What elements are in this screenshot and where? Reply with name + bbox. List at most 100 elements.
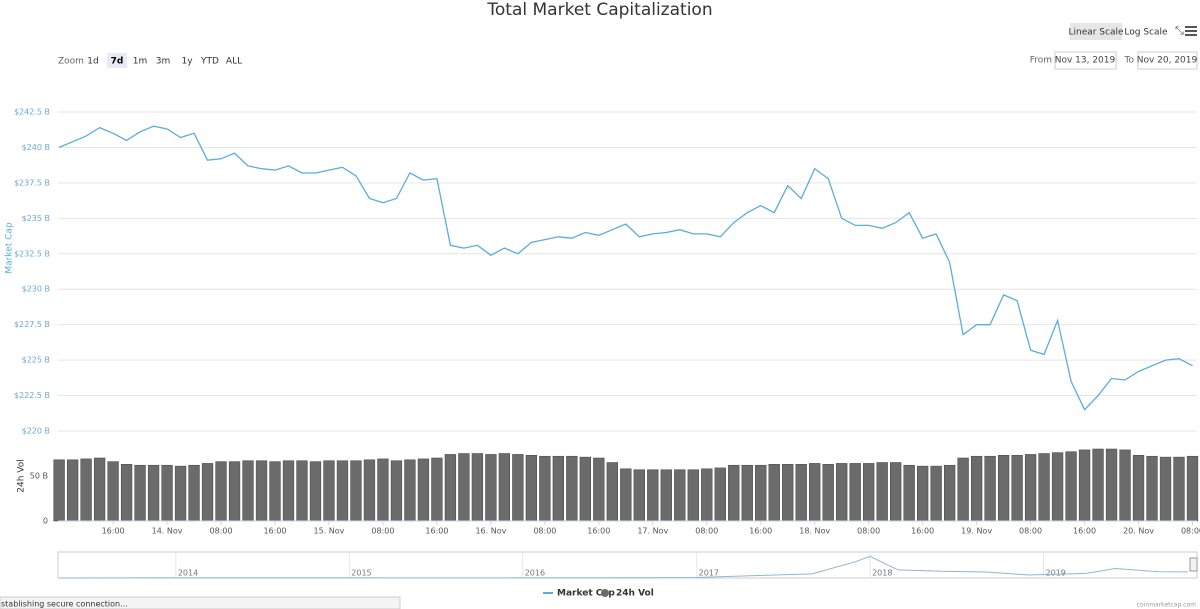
volume-bar <box>1011 455 1023 522</box>
volume-bar <box>782 464 794 522</box>
volume-bar <box>741 464 753 522</box>
x-tick-label: 16:00 <box>911 527 934 536</box>
x-tick-label: 08:00 <box>1019 527 1042 536</box>
volume-bar <box>728 464 740 522</box>
navigator-frame <box>57 551 1198 579</box>
from-label: From <box>1030 56 1052 66</box>
navigator-tick-label: 2018 <box>872 569 892 578</box>
volume-bar <box>458 453 470 522</box>
zoom-label: Zoom <box>58 57 84 67</box>
volume-bar <box>714 467 726 522</box>
volume-bar <box>997 455 1010 522</box>
y-axis-title: Market Cap <box>5 222 15 274</box>
volume-bar <box>633 469 645 522</box>
volume-bar <box>755 464 767 522</box>
x-tick-label: 14. Nov <box>152 527 183 536</box>
volume-bar <box>903 464 915 522</box>
volume-bar <box>687 469 699 522</box>
zoom-button[interactable]: 1y <box>181 57 193 67</box>
menu-bar <box>1185 34 1197 36</box>
volume-bar <box>228 461 241 522</box>
volume-bar <box>161 464 173 522</box>
from-date: Nov 13, 2019 <box>1055 56 1116 66</box>
volume-bar <box>539 455 551 522</box>
navigator-tick-label: 2014 <box>178 569 198 578</box>
volume-bar <box>863 463 875 522</box>
volume-bar <box>336 460 349 522</box>
volume-bar <box>498 453 511 522</box>
volume-bar <box>1173 456 1185 522</box>
volume-bar <box>1038 453 1050 522</box>
legend-label[interactable]: 24h Vol <box>616 589 654 599</box>
volume-bar <box>1119 449 1131 522</box>
zoom-button[interactable]: 1d <box>87 57 98 67</box>
volume-bar <box>147 464 160 522</box>
from-input[interactable] <box>1054 51 1117 70</box>
y-tick-label: $222.5 B <box>14 391 50 400</box>
volume-bar <box>215 461 227 522</box>
x-tick-label: 08:00 <box>695 527 718 536</box>
zoom-button[interactable]: 1m <box>133 57 148 67</box>
x-tick-label: 08:00 <box>1181 527 1200 536</box>
volume-bar <box>943 464 956 522</box>
volume-bar <box>417 458 430 522</box>
volume-bar <box>444 454 457 522</box>
menu-bar <box>1185 26 1197 28</box>
volume-bar <box>809 463 821 522</box>
navigator-handle[interactable] <box>1189 557 1198 572</box>
to-label: To <box>1124 56 1135 66</box>
to-date: Nov 20, 2019 <box>1137 56 1198 66</box>
volume-bar <box>309 461 322 522</box>
navigator-tick-label: 2015 <box>351 569 371 578</box>
volume-bar <box>768 464 780 522</box>
volume-bar <box>350 460 362 522</box>
volume-bar <box>53 459 65 522</box>
volume-bar <box>620 468 632 522</box>
x-tick-label: 16. Nov <box>475 527 506 536</box>
x-tick-label: 16:00 <box>425 527 448 536</box>
navigator-tick-label: 2017 <box>699 569 719 578</box>
to-input[interactable] <box>1137 51 1198 70</box>
volume-bar <box>970 455 983 522</box>
market-cap-line <box>58 125 1193 411</box>
volume-bar <box>201 463 214 522</box>
volume-bar <box>512 454 524 522</box>
zoom-button[interactable]: 7d <box>111 57 124 67</box>
volume-bar <box>93 457 106 522</box>
volume-bar <box>471 453 484 522</box>
zoom-button[interactable]: ALL <box>226 57 242 67</box>
y-tick-label: $227.5 B <box>14 320 50 329</box>
zoom-button[interactable]: 3m <box>156 57 171 67</box>
legend-label[interactable]: Market Cap <box>557 589 615 599</box>
y2-tick-label: 0 <box>43 517 48 526</box>
volume-bar <box>593 457 605 522</box>
volume-bar <box>107 461 119 522</box>
volume-bar <box>1078 449 1091 522</box>
x-tick-label: 20. Nov <box>1123 527 1154 536</box>
y-tick-label: $225 B <box>22 356 50 365</box>
volume-bar <box>404 459 416 522</box>
volume-bar <box>579 456 591 522</box>
zoom-button[interactable]: YTD <box>200 57 219 67</box>
scale-button-bg <box>1070 23 1122 40</box>
legend-symbol <box>601 589 609 597</box>
volume-bar <box>188 464 200 522</box>
volume-bar <box>1159 456 1172 522</box>
volume-bar <box>377 458 389 522</box>
volume-bar <box>134 464 146 522</box>
volume-bar <box>485 454 497 522</box>
volume-bar <box>606 462 618 522</box>
fullscreen-icon[interactable]: ⤡ <box>1175 24 1184 37</box>
volume-bar <box>930 465 942 522</box>
x-tick-label: 08:00 <box>857 527 880 536</box>
scale-button[interactable]: Log Scale <box>1124 28 1168 38</box>
volume-bar <box>1132 455 1145 522</box>
volume-bar <box>390 460 403 522</box>
menu-icon[interactable] <box>1185 26 1197 36</box>
scale-button[interactable]: Linear Scale <box>1068 28 1124 38</box>
volume-bar <box>1092 448 1104 522</box>
volume-bar <box>120 464 133 522</box>
navigator-tick-label: 2016 <box>525 569 545 578</box>
volume-bar <box>269 461 281 522</box>
